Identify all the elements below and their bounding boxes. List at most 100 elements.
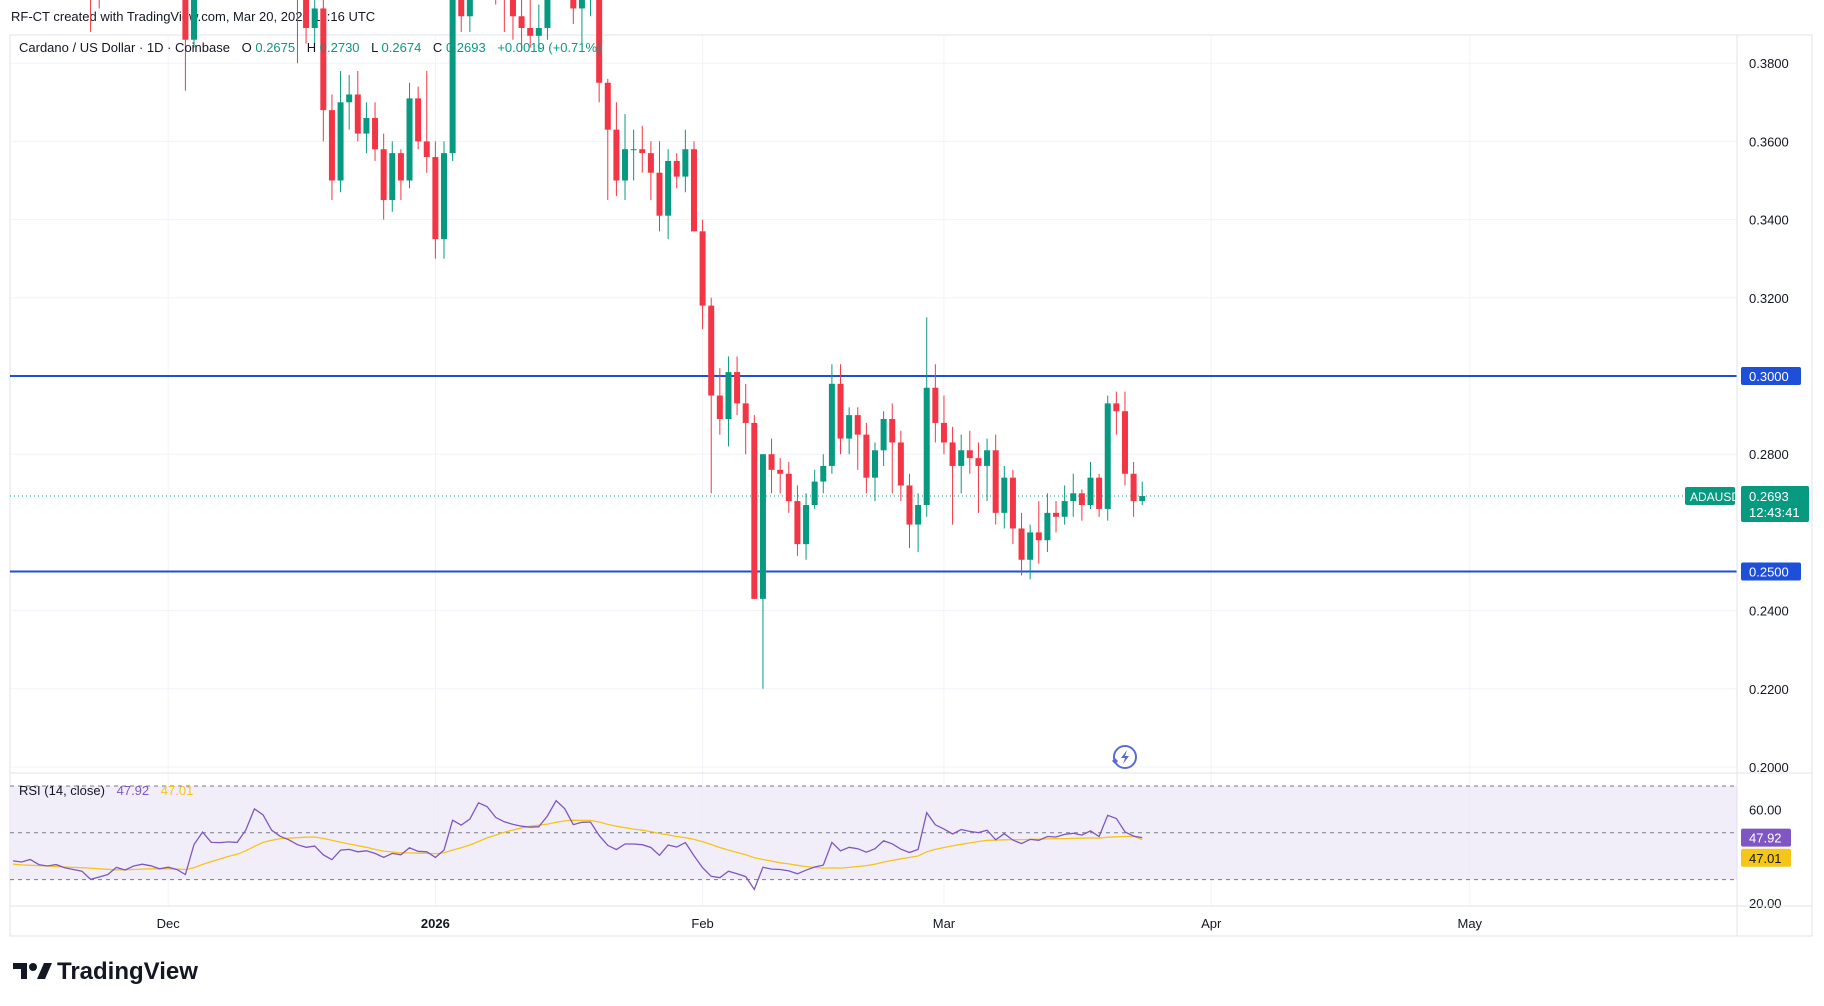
candle[interactable]: [880, 411, 887, 466]
level-price-badge[interactable]: [1741, 367, 1801, 385]
candle[interactable]: [992, 434, 999, 525]
candle[interactable]: [1130, 462, 1137, 517]
candle[interactable]: [423, 71, 430, 173]
candle[interactable]: [346, 74, 353, 130]
candle[interactable]: [690, 141, 697, 232]
candle[interactable]: [794, 485, 801, 556]
candle[interactable]: [1078, 489, 1085, 521]
rsi-line[interactable]: [12, 799, 1143, 891]
candle[interactable]: [458, 0, 465, 32]
candle[interactable]: [958, 434, 965, 494]
candle[interactable]: [578, 0, 585, 44]
rsi-value-badge[interactable]: [1741, 828, 1791, 847]
time-axis[interactable]: Dec 2026 Feb Mar Apr May: [157, 916, 1483, 931]
candle[interactable]: [984, 438, 991, 502]
candle[interactable]: [734, 356, 741, 416]
candle[interactable]: [1139, 481, 1146, 506]
candle[interactable]: [328, 94, 335, 201]
candle[interactable]: [1104, 395, 1111, 521]
candle[interactable]: [940, 395, 947, 455]
candle[interactable]: [406, 82, 413, 189]
candle[interactable]: [863, 422, 870, 494]
candle[interactable]: [389, 141, 396, 212]
candle[interactable]: [1121, 391, 1128, 486]
candle[interactable]: [932, 364, 939, 443]
candle[interactable]: [742, 383, 749, 455]
last-price-badge[interactable]: [1741, 486, 1809, 523]
candle[interactable]: [354, 71, 361, 142]
candle[interactable]: [897, 430, 904, 502]
candle[interactable]: [923, 317, 930, 517]
candle[interactable]: [535, 4, 542, 52]
candle[interactable]: [1001, 465, 1008, 529]
candle[interactable]: [320, 0, 327, 142]
candle[interactable]: [872, 442, 878, 502]
lightning-icon[interactable]: [1112, 745, 1137, 769]
rsi-pane[interactable]: [10, 785, 1737, 891]
candle[interactable]: [596, 0, 603, 103]
level-lines[interactable]: [10, 0, 1737, 573]
candle[interactable]: [501, 0, 507, 32]
symbol-legend[interactable]: Cardano / US Dollar · 1D · Coinbase O 0.…: [19, 40, 601, 55]
candle[interactable]: [725, 356, 732, 447]
candle[interactable]: [785, 462, 792, 513]
candle[interactable]: [647, 141, 654, 201]
candle[interactable]: [191, 0, 198, 48]
candle[interactable]: [1087, 462, 1094, 509]
candle[interactable]: [1035, 501, 1042, 564]
candle[interactable]: [96, 0, 102, 9]
candle[interactable]: [708, 297, 715, 494]
candle[interactable]: [837, 364, 844, 455]
candle[interactable]: [777, 458, 784, 494]
candle[interactable]: [966, 430, 973, 474]
candle[interactable]: [889, 403, 896, 494]
candle[interactable]: [1053, 501, 1060, 533]
candle[interactable]: [811, 469, 818, 509]
candle[interactable]: [294, 0, 300, 64]
candle[interactable]: [699, 219, 706, 330]
candle[interactable]: [975, 442, 982, 513]
candle[interactable]: [1044, 493, 1051, 552]
candle[interactable]: [449, 0, 456, 161]
rsi-legend[interactable]: RSI (14, close) 47.92 47.01: [19, 783, 193, 798]
candle[interactable]: [820, 454, 827, 494]
candle[interactable]: [803, 493, 810, 560]
candle[interactable]: [656, 141, 663, 232]
symbol-badge[interactable]: [1685, 487, 1735, 506]
candle[interactable]: [432, 141, 439, 259]
candle[interactable]: [915, 493, 922, 552]
level-price-badge[interactable]: [1741, 562, 1801, 581]
candle[interactable]: [182, 0, 189, 91]
candle[interactable]: [1009, 469, 1016, 545]
candle[interactable]: [1018, 512, 1025, 576]
tradingview-logo[interactable]: TradingView: [13, 958, 198, 985]
rsi-ma-line[interactable]: [12, 819, 1143, 871]
candle[interactable]: [493, 0, 499, 5]
candle[interactable]: [665, 149, 672, 240]
candle[interactable]: [906, 473, 913, 549]
candle[interactable]: [682, 129, 689, 193]
candle[interactable]: [622, 114, 629, 201]
candle[interactable]: [673, 153, 680, 189]
candle[interactable]: [639, 125, 646, 173]
candle[interactable]: [613, 102, 620, 197]
candle[interactable]: [415, 86, 422, 150]
candle[interactable]: [518, 0, 525, 52]
candle[interactable]: [397, 149, 404, 201]
price-axis[interactable]: 0.56000.54000.52000.48000.46000.44000.42…: [1685, 0, 1809, 911]
candle[interactable]: [588, 0, 594, 17]
candle[interactable]: [759, 454, 766, 689]
candle[interactable]: [846, 407, 853, 455]
candle[interactable]: [716, 368, 723, 435]
candle[interactable]: [604, 78, 611, 201]
candlesticks[interactable]: [10, 0, 1146, 689]
candle[interactable]: [509, 0, 516, 40]
candle[interactable]: [1027, 524, 1034, 580]
candle[interactable]: [949, 426, 956, 525]
candle[interactable]: [854, 407, 861, 470]
candle[interactable]: [751, 415, 758, 599]
candle[interactable]: [303, 0, 310, 44]
candle[interactable]: [828, 364, 835, 474]
candle[interactable]: [1061, 485, 1068, 525]
